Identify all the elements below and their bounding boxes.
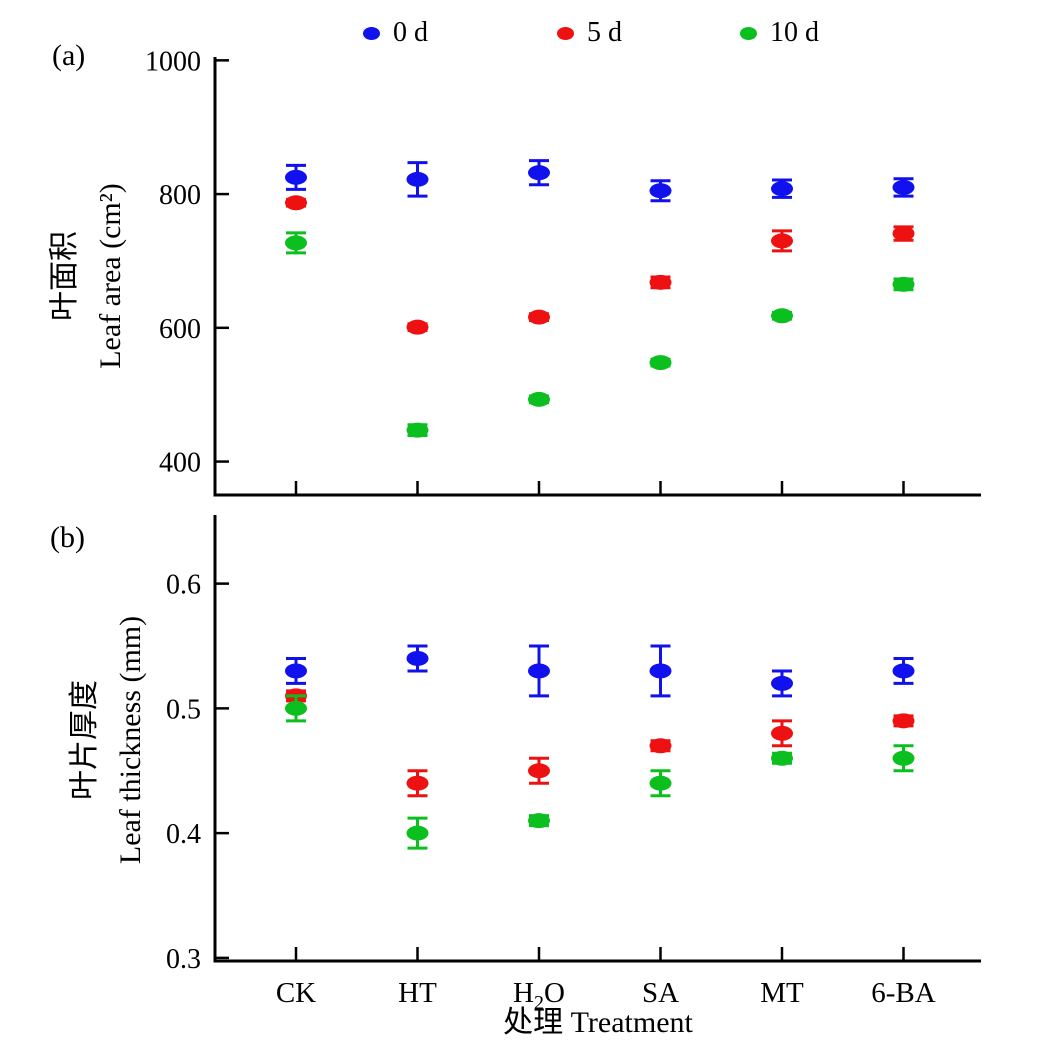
point-a-5d-0 <box>285 195 307 211</box>
point-b-10d-4 <box>771 750 793 766</box>
point-b-0d-1 <box>406 650 429 666</box>
x-axis-title: 处理 Treatment <box>503 1006 693 1039</box>
legend-dot-5d-icon <box>557 26 574 40</box>
x-tick-label-2: H2O <box>513 977 565 1014</box>
point-a-10d-0 <box>285 235 307 251</box>
point-a-10d-1 <box>406 422 429 438</box>
point-a-0d-5 <box>892 179 915 195</box>
point-b-10d-2 <box>528 813 550 829</box>
point-b-10d-5 <box>892 750 915 766</box>
point-b-5d-2 <box>528 763 550 779</box>
point-b-0d-5 <box>892 663 915 679</box>
x-tick-label-0: CK <box>275 977 317 1009</box>
point-b-5d-1 <box>406 775 429 791</box>
point-b-10d-0 <box>285 700 307 716</box>
y-tick-label: 800 <box>159 180 201 211</box>
y-tick-label: 0.5 <box>166 694 201 725</box>
y-tick-label: 0.4 <box>166 819 201 850</box>
point-a-5d-1 <box>406 319 429 335</box>
legend-item-5d: 5 d <box>557 14 622 52</box>
point-a-0d-4 <box>771 181 793 197</box>
legend-item-0d: 0 d <box>363 14 428 52</box>
point-a-5d-4 <box>771 233 793 249</box>
point-a-0d-2 <box>528 165 550 181</box>
point-b-0d-3 <box>649 663 672 679</box>
point-a-0d-3 <box>649 183 672 199</box>
legend-label-10d: 10 d <box>770 17 819 48</box>
x-tick-labels: CK HT H2O SA MT 6-BA <box>0 976 1047 1016</box>
x-tick-label-1: HT <box>398 977 437 1009</box>
point-a-0d-0 <box>285 169 307 185</box>
point-b-5d-4 <box>771 725 793 741</box>
x-tick-label-4: MT <box>760 977 804 1009</box>
point-a-0d-1 <box>406 171 429 187</box>
y-tick-label: 0.6 <box>166 570 201 601</box>
point-b-10d-3 <box>649 775 672 791</box>
point-a-10d-5 <box>892 276 915 292</box>
point-b-10d-1 <box>406 825 429 841</box>
y-tick-label: 400 <box>159 448 201 479</box>
panel-a-label: (a) <box>52 39 86 72</box>
legend-label-0d: 0 d <box>393 17 428 48</box>
point-a-5d-2 <box>528 309 550 325</box>
point-b-0d-4 <box>771 675 793 691</box>
legend-label-5d: 5 d <box>587 17 622 48</box>
panel-b-label: (b) <box>50 521 85 554</box>
legend-dot-0d-icon <box>363 26 380 40</box>
point-a-5d-5 <box>892 226 915 242</box>
y-tick-label: 1000 <box>145 46 201 77</box>
x-tick-label-3: SA <box>641 977 680 1009</box>
legend-dot-10d-icon <box>740 26 757 40</box>
point-b-5d-5 <box>892 713 915 729</box>
point-b-0d-2 <box>528 663 550 679</box>
point-a-10d-4 <box>771 308 793 324</box>
x-tick-label-5: 6-BA <box>871 977 936 1009</box>
point-b-0d-0 <box>285 663 307 679</box>
legend-item-10d: 10 d <box>740 14 819 52</box>
point-b-5d-3 <box>649 738 672 754</box>
point-a-5d-3 <box>649 274 672 290</box>
point-a-10d-2 <box>528 391 550 407</box>
y-tick-label: 600 <box>159 314 201 345</box>
point-a-10d-3 <box>649 355 672 371</box>
y-tick-label: 0.3 <box>166 944 201 975</box>
